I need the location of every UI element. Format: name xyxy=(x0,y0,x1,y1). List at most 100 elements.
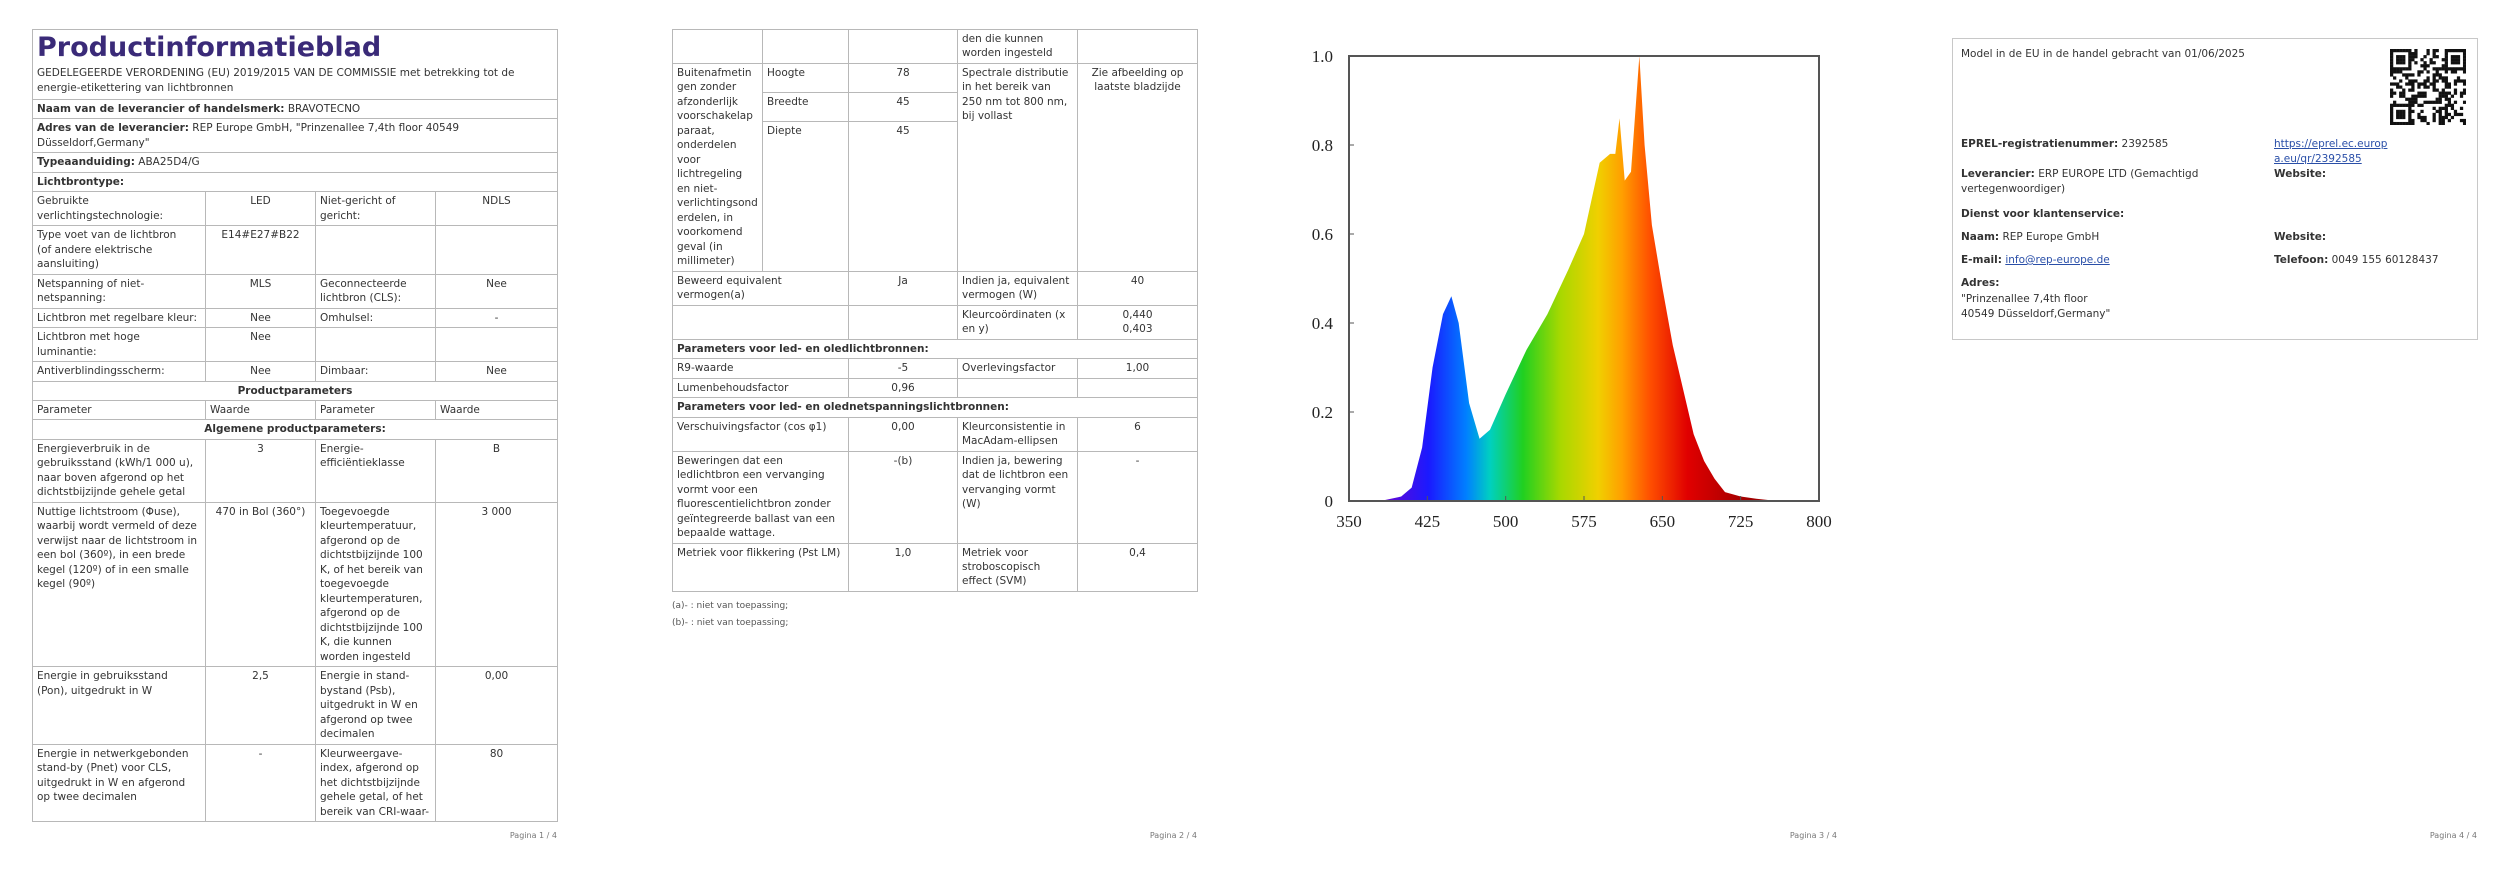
qr-module xyxy=(2441,115,2445,120)
qr-module xyxy=(2426,70,2430,74)
qr-module xyxy=(2435,100,2439,104)
table-cell: Omhulsel: xyxy=(315,307,436,329)
website-label: Website: xyxy=(2274,231,2327,243)
qr-module xyxy=(2447,91,2451,95)
eprel-label: EPREL-registratienummer: xyxy=(1961,138,2119,150)
qr-module xyxy=(2411,121,2415,125)
qr-module xyxy=(2444,103,2448,107)
x-tick-label: 425 xyxy=(1415,512,1441,531)
qr-module xyxy=(2402,49,2406,53)
qr-module xyxy=(2390,70,2394,74)
qr-module xyxy=(2402,94,2406,98)
qr-module xyxy=(2459,106,2464,110)
table-cell: Niet-gericht of gericht: xyxy=(315,191,436,227)
qr-module xyxy=(2450,115,2455,120)
qr-module xyxy=(2447,49,2451,53)
eprel-row: EPREL-registratienummer: 2392585 xyxy=(1961,137,2168,152)
qr-module xyxy=(2438,109,2442,114)
qr-module xyxy=(2438,118,2442,123)
qr-module xyxy=(2417,94,2421,98)
qr-module xyxy=(2423,94,2427,98)
table-cell: Dimbaar: xyxy=(315,361,436,382)
table-cell: 1,0 xyxy=(848,542,958,592)
qr-module xyxy=(2423,67,2427,71)
qr-module xyxy=(2423,55,2427,59)
qr-module xyxy=(2408,55,2412,59)
qr-module xyxy=(2453,61,2458,65)
parameter-row: Energie in gebruiksstand (Pon), uitgedru… xyxy=(32,666,559,745)
table-cell: Productparameters xyxy=(32,380,559,402)
eprel-link[interactable]: https://eprel.ec.europa.eu/qr/2392585 xyxy=(2274,138,2388,165)
qr-module xyxy=(2411,85,2415,89)
table-cell: Toegevoegde kleurtemperatuur, afgerond o… xyxy=(315,501,436,668)
qr-module xyxy=(2399,91,2403,95)
qr-module xyxy=(2423,118,2427,123)
qr-module xyxy=(2426,121,2430,125)
qr-module xyxy=(2450,55,2455,59)
table-cell: 45 xyxy=(848,91,958,122)
qr-module xyxy=(2444,112,2448,117)
website-label: Website: xyxy=(2274,168,2327,180)
table-cell: Geconnecteerde lichtbron (CLS): xyxy=(315,273,436,309)
table-cell: NDLS xyxy=(434,191,559,227)
table-cell: Type voet van de lichtbron (of andere el… xyxy=(32,225,206,275)
field-value: ABA25D4/G xyxy=(138,156,200,169)
table-cell xyxy=(315,225,436,275)
table-cell: 0,00 xyxy=(848,416,958,452)
qr-module xyxy=(2438,67,2442,71)
field-value: BRAVOTECNO xyxy=(287,102,361,115)
table-cell: Parameter xyxy=(32,399,206,421)
qr-module xyxy=(2408,88,2412,92)
page-4: Model in de EU in de handel gebracht van… xyxy=(1920,0,2510,887)
qr-module xyxy=(2420,70,2424,74)
qr-module xyxy=(2402,109,2406,114)
qr-module xyxy=(2393,49,2397,53)
qr-module xyxy=(2390,121,2394,125)
table-cell: Buitenafmetingen zonder afzonderlijk voo… xyxy=(672,62,763,272)
qr-module xyxy=(2435,73,2439,77)
spectrum-area xyxy=(1380,56,1778,501)
supplier: ERP EUROPE LTD (Gemachtigd vertegenwoord… xyxy=(1961,168,2199,195)
qr-module xyxy=(2423,115,2427,120)
table-cell: Kleurcoördinaten (x en y) xyxy=(957,304,1078,340)
x-tick-label: 500 xyxy=(1493,512,1519,531)
table-cell: Waarde xyxy=(205,399,316,421)
qr-module xyxy=(2438,73,2442,77)
qr-module xyxy=(2399,58,2403,62)
page-1: Productinformatieblad GEDELEGEERDE VERORD… xyxy=(0,0,640,887)
qr-module xyxy=(2393,70,2397,74)
qr-module xyxy=(2411,100,2415,104)
qr-module xyxy=(2444,70,2448,74)
qr-module xyxy=(2408,58,2412,62)
footnote: (b)- : niet van toepassing; xyxy=(672,618,789,629)
table-cell: 40 xyxy=(1077,270,1198,306)
page-footer: Pagina 1 / 4 xyxy=(509,831,557,840)
qr-module xyxy=(2429,82,2433,86)
phone-row: Telefoon: 0049 155 60128437 xyxy=(2274,253,2439,268)
qr-module xyxy=(2405,73,2409,77)
table-cell xyxy=(848,304,958,340)
page-3: 0 0.2 0.4 0.6 0.8 1.0 350 425 500 575 650 725 800 Pa… xyxy=(1280,0,1920,887)
table-cell: Energieverbruik in de gebruiksstand (kWh… xyxy=(32,438,206,503)
email[interactable]: info@rep-europe.de xyxy=(2005,254,2110,266)
qr-code xyxy=(2390,49,2466,125)
qr-module xyxy=(2453,67,2458,71)
table-cell: Spectrale distributie in het bereik van … xyxy=(957,62,1078,272)
field-label: Typeaanduiding: xyxy=(37,156,135,169)
qr-module xyxy=(2408,103,2412,107)
y-tick-label: 1.0 xyxy=(1312,47,1333,66)
qr-module xyxy=(2396,121,2400,125)
qr-module xyxy=(2411,58,2415,62)
table-cell: 1,00 xyxy=(1077,358,1198,379)
qr-module xyxy=(2393,103,2397,107)
qr-module xyxy=(2456,61,2461,65)
eprel-number: 2392585 xyxy=(2121,138,2169,150)
qr-module xyxy=(2402,88,2406,92)
table-cell xyxy=(434,225,559,275)
parameter-row: Beweerd equivalent vermogen(a) Ja Indien j… xyxy=(672,270,1198,306)
qr-module xyxy=(2453,91,2458,95)
table-cell: Gebruikte verlichtingstechnologie: xyxy=(32,191,206,227)
spectrum-chart: 0 0.2 0.4 0.6 0.8 1.0 350 425 500 575 650 725 800 xyxy=(1312,47,1832,531)
table-cell: Kleurconsistentie in MacAdam-ellipsen xyxy=(957,416,1078,452)
qr-module xyxy=(2435,55,2439,59)
